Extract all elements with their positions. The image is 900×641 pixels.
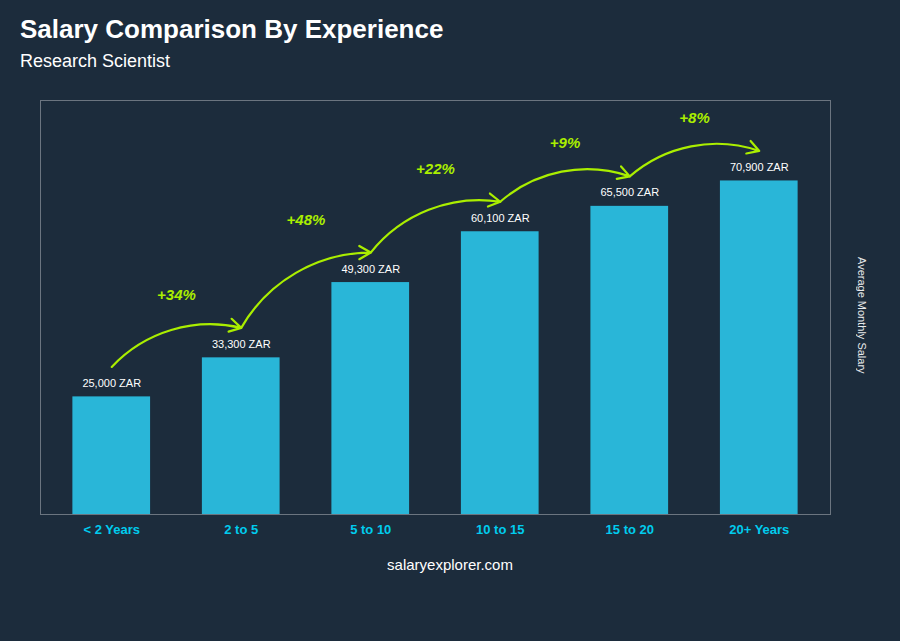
svg-text:65,500 ZAR: 65,500 ZAR — [600, 186, 659, 198]
svg-text:+8%: +8% — [679, 109, 709, 126]
svg-text:49,300 ZAR: 49,300 ZAR — [341, 263, 400, 275]
html-text:Average Monthly Salary: Average Monthly Salary — [856, 256, 868, 374]
svg-text:+9%: +9% — [550, 134, 580, 151]
svg-text:10 to 15: 10 to 15 — [476, 522, 524, 537]
html-text:Salary Comparison By Experienc: Salary Comparison By Experience — [20, 14, 444, 44]
svg-text:25,000 ZAR: 25,000 ZAR — [82, 377, 141, 389]
svg-text:+34%: +34% — [157, 286, 196, 303]
svg-text:< 2 Years: < 2 Years — [83, 522, 140, 537]
svg-text:2 to 5: 2 to 5 — [224, 522, 258, 537]
html-text:salaryexplorer.com: salaryexplorer.com — [387, 556, 513, 573]
svg-text:60,100 ZAR: 60,100 ZAR — [471, 212, 530, 224]
svg-text:5 to 10: 5 to 10 — [350, 522, 391, 537]
svg-text:+22%: +22% — [416, 160, 455, 177]
svg-text:+48%: +48% — [287, 211, 326, 228]
svg-text:15 to 20: 15 to 20 — [606, 522, 654, 537]
svg-text:70,900 ZAR: 70,900 ZAR — [730, 161, 789, 173]
svg-text:33,300 ZAR: 33,300 ZAR — [212, 338, 271, 350]
svg-text:20+ Years: 20+ Years — [729, 522, 789, 537]
html-text:Research Scientist: Research Scientist — [20, 51, 171, 71]
